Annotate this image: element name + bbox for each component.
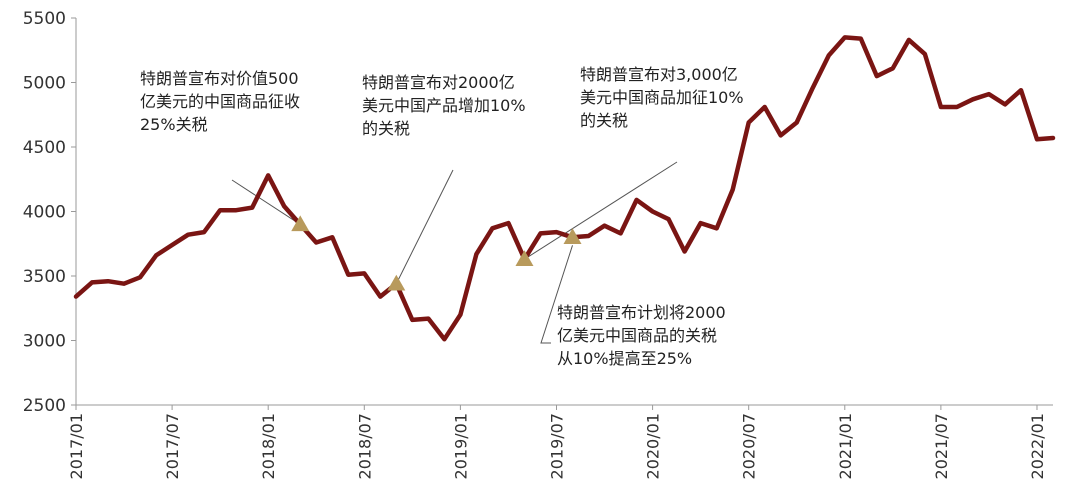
x-tick-label: 2021/07: [932, 413, 951, 479]
annotation-line: 25%关税: [140, 115, 208, 134]
y-tick-label: 4000: [23, 203, 66, 223]
y-tick-label: 3500: [23, 267, 66, 287]
x-axis: 2017/01 2017/07 2018/01 2018/07 2019/01 2019/…: [67, 404, 1053, 479]
annotation-leader-lines: [231, 161, 678, 344]
annotation-text: 特朗普宣布对3,000亿美元中国商品加征10% 的关税: [580, 65, 744, 130]
y-tick-label: 5500: [23, 9, 66, 29]
x-tick-label: 2020/01: [644, 413, 663, 479]
event-markers: [291, 215, 582, 291]
annotation-leader: [540, 245, 573, 344]
y-tick-label: 4500: [23, 138, 66, 158]
annotation-line: 美元中国产品增加10%: [362, 96, 526, 115]
annotation-leader: [524, 161, 678, 260]
annotation-leader: [395, 169, 454, 284]
annotation-line: 的关税: [580, 111, 628, 130]
annotation-text: 特朗普宣布对价值500 亿美元的中国商品征收 25%关税: [140, 69, 300, 134]
annotation-line: 美元中国商品加征10%: [580, 88, 744, 107]
x-tick-label: 2019/07: [547, 413, 566, 479]
y-tick-label: 3000: [23, 332, 66, 352]
annotation-line: 特朗普宣布计划将2000: [557, 303, 726, 322]
annotation-leader: [231, 179, 301, 225]
annotation-text: 特朗普宣布对2000亿美元中国产品增加10% 的关税: [362, 73, 526, 138]
x-tick-label: 2020/07: [740, 413, 759, 479]
event-marker: [291, 215, 310, 232]
y-tick-label: 2500: [23, 396, 66, 416]
x-tick-label: 2022/01: [1028, 413, 1047, 479]
annotations: 特朗普宣布对价值500 亿美元的中国商品征收 25%关税特朗普宣布对2000亿美元中…: [140, 65, 744, 368]
x-tick-label: 2021/01: [836, 413, 855, 479]
event-marker: [515, 250, 534, 266]
annotation-line: 亿美元的中国商品征收: [140, 92, 300, 111]
annotation-line: 特朗普宣布对价值500: [140, 69, 299, 88]
y-tick-label: 5000: [23, 74, 66, 94]
annotation-text: 特朗普宣布计划将2000 亿美元中国商品的关税从10%提高至25%: [557, 303, 726, 368]
annotation-line: 亿美元中国商品的关税: [557, 326, 717, 345]
x-tick-label: 2019/01: [451, 413, 470, 479]
event-marker: [387, 274, 406, 291]
annotation-line: 的关税: [362, 119, 410, 138]
annotation-line: 从10%提高至25%: [557, 349, 692, 368]
series-line: [73, 35, 1056, 342]
x-tick-label: 2017/01: [67, 413, 86, 479]
event-marker: [563, 228, 582, 245]
annotation-line: 特朗普宣布对3,000亿: [580, 65, 738, 84]
y-axis: 2500 3000 3500 4000 4500 5000 5500: [23, 9, 77, 416]
x-tick-label: 2018/07: [355, 413, 374, 479]
annotation-line: 特朗普宣布对2000亿: [362, 73, 515, 92]
x-tick-label: 2017/07: [163, 413, 182, 479]
x-tick-label: 2018/01: [259, 413, 278, 479]
